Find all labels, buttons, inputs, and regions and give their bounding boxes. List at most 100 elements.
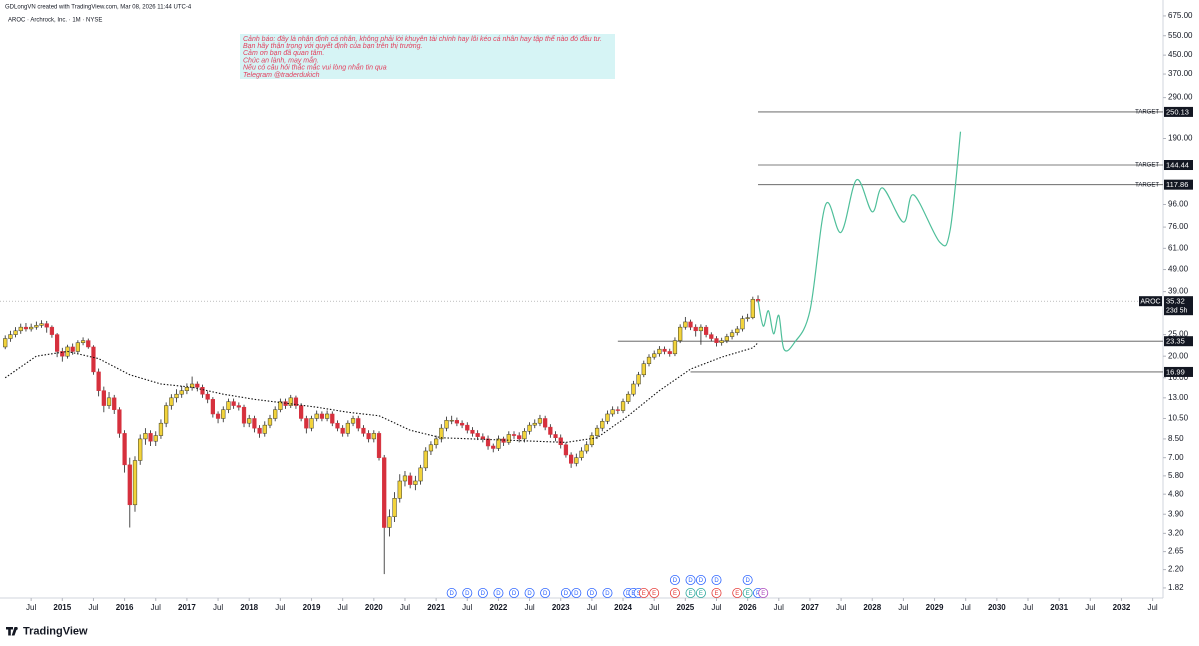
event-circle bbox=[685, 588, 696, 599]
candle-body bbox=[698, 326, 704, 332]
event-circle bbox=[560, 588, 571, 599]
x-tick-label: 2019 bbox=[303, 603, 321, 612]
candle-body bbox=[703, 326, 709, 335]
candle-body bbox=[252, 418, 257, 429]
y-tick-label: 2.20 bbox=[1168, 565, 1184, 574]
candle-body bbox=[335, 422, 340, 429]
candle-body bbox=[605, 413, 610, 422]
event-circle bbox=[638, 588, 649, 599]
candle-body bbox=[584, 444, 589, 452]
candle-body bbox=[636, 374, 641, 385]
y-tick-label: 20.00 bbox=[1168, 351, 1189, 360]
event-marker: D bbox=[685, 575, 696, 586]
candle-body bbox=[309, 418, 314, 429]
y-tick-label: 96.00 bbox=[1168, 200, 1189, 209]
event-marker: E bbox=[758, 588, 769, 599]
candle-body bbox=[413, 480, 418, 485]
candle-body bbox=[324, 413, 330, 419]
y-tick-label: 25.00 bbox=[1168, 330, 1189, 339]
event-label: D bbox=[496, 591, 501, 597]
event-label: E bbox=[689, 591, 693, 597]
candle-body bbox=[662, 348, 667, 352]
candle-body bbox=[345, 422, 350, 434]
event-circle bbox=[669, 588, 680, 599]
x-tick-label: Jul bbox=[26, 603, 36, 612]
candle-body bbox=[189, 383, 195, 388]
candle-body bbox=[382, 457, 387, 528]
level-badge bbox=[1164, 160, 1193, 171]
candle-body bbox=[278, 401, 283, 410]
y-tick-label: 675.00 bbox=[1168, 11, 1193, 20]
candle-body bbox=[631, 383, 636, 395]
event-label: S bbox=[637, 591, 641, 597]
x-tick-label: Jul bbox=[400, 603, 410, 612]
x-tick-label: Jul bbox=[213, 603, 223, 612]
event-marker: E bbox=[669, 588, 680, 599]
candle-body bbox=[423, 450, 428, 469]
candle-body bbox=[688, 321, 693, 328]
x-tick-label: 2023 bbox=[552, 603, 570, 612]
x-tick-label: Jul bbox=[898, 603, 908, 612]
candle-body bbox=[86, 340, 91, 348]
candle-body bbox=[719, 340, 724, 343]
candle-body bbox=[626, 393, 631, 402]
event-marker: D bbox=[446, 588, 457, 599]
event-circle bbox=[695, 588, 706, 599]
candle-body bbox=[397, 480, 402, 499]
candle-body bbox=[470, 429, 475, 434]
event-circle bbox=[462, 588, 473, 599]
x-tick-label: 2018 bbox=[240, 603, 258, 612]
y-tick-label: 49.00 bbox=[1168, 265, 1189, 274]
candle-body bbox=[537, 418, 543, 424]
candle-body bbox=[475, 433, 480, 437]
candle-body bbox=[132, 460, 138, 506]
event-label: D bbox=[527, 591, 532, 597]
candle-body bbox=[231, 401, 236, 406]
x-tick-label: 2028 bbox=[863, 603, 881, 612]
event-marker: D bbox=[586, 588, 597, 599]
candle-body bbox=[600, 421, 605, 429]
event-marker: D bbox=[669, 575, 680, 586]
event-label: E bbox=[652, 591, 656, 597]
candle-body bbox=[408, 475, 413, 485]
level-badge bbox=[1164, 366, 1193, 377]
event-marker: E bbox=[695, 588, 706, 599]
event-label: D bbox=[688, 578, 693, 584]
candle-body bbox=[148, 433, 153, 442]
candle-body bbox=[517, 435, 522, 440]
candle-body bbox=[210, 399, 215, 415]
candle-body bbox=[80, 340, 86, 343]
level-label: TARGET bbox=[1135, 109, 1159, 115]
y-tick-label: 4.80 bbox=[1168, 489, 1184, 498]
header: GDLongVN created with TradingView.com, M… bbox=[5, 5, 192, 11]
candle-body bbox=[205, 393, 210, 400]
candle-body bbox=[579, 450, 584, 458]
chart-title: AROC · Archrock, Inc. · 1M · NYSE bbox=[8, 18, 102, 24]
candle-body bbox=[215, 413, 221, 419]
y-tick-label: 1.82 bbox=[1168, 583, 1184, 592]
level-badge bbox=[1164, 336, 1193, 347]
candle-body bbox=[361, 427, 366, 434]
candle-body bbox=[532, 422, 537, 426]
candle-body bbox=[672, 340, 678, 355]
candle-body bbox=[236, 405, 241, 408]
level-value: 16.99 bbox=[1166, 367, 1185, 376]
candle-body bbox=[13, 330, 18, 335]
candle-body bbox=[304, 418, 309, 429]
logo-icon bbox=[6, 627, 18, 636]
candle-body bbox=[267, 418, 273, 426]
candle-body bbox=[735, 328, 740, 333]
event-marker: E bbox=[711, 588, 722, 599]
candle-body bbox=[350, 418, 356, 424]
candle-body bbox=[574, 457, 579, 464]
candle-body bbox=[29, 326, 34, 330]
candle-body bbox=[594, 427, 600, 436]
candle-body bbox=[70, 346, 75, 352]
x-tick-label: Jul bbox=[711, 603, 721, 612]
logo-dot bbox=[14, 627, 18, 630]
candle-body bbox=[693, 326, 698, 332]
x-tick-label: 2031 bbox=[1050, 603, 1068, 612]
event-circle bbox=[742, 575, 753, 586]
